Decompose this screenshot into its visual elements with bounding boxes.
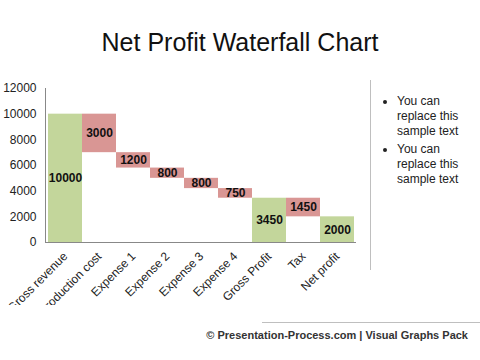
svg-text:Expense 2: Expense 2	[122, 249, 173, 300]
svg-text:12000: 12000	[3, 81, 37, 95]
svg-text:Gross Profit: Gross Profit	[220, 249, 275, 304]
svg-text:Tax: Tax	[285, 249, 308, 272]
svg-text:800: 800	[157, 166, 177, 180]
svg-text:3450: 3450	[256, 213, 283, 227]
svg-text:Expense 1: Expense 1	[88, 249, 139, 300]
svg-text:3000: 3000	[86, 126, 113, 140]
svg-text:800: 800	[191, 176, 211, 190]
svg-text:4000: 4000	[10, 184, 37, 198]
svg-text:1450: 1450	[290, 200, 317, 214]
svg-text:0: 0	[30, 235, 37, 249]
svg-text:10000: 10000	[49, 171, 83, 185]
svg-text:2000: 2000	[324, 223, 351, 237]
svg-text:10000: 10000	[3, 107, 37, 121]
svg-text:750: 750	[225, 186, 245, 200]
svg-text:8000: 8000	[10, 133, 37, 147]
svg-text:6000: 6000	[10, 158, 37, 172]
html-text:© Presentation-Process.com | V: © Presentation-Process.com | Visual Grap…	[206, 329, 468, 341]
html-text:You can replace this sample te: You can replace this sample text	[397, 94, 459, 138]
svg-text:2000: 2000	[10, 210, 37, 224]
svg-text:1200: 1200	[120, 153, 147, 167]
html-text:Net Profit Waterfall Chart: Net Profit Waterfall Chart	[101, 28, 379, 56]
html-text:You can replace this sample te: You can replace this sample text	[397, 142, 459, 186]
svg-text:Net profit: Net profit	[298, 249, 343, 294]
svg-text:Expense 3: Expense 3	[156, 249, 207, 300]
svg-text:Expense 4: Expense 4	[190, 249, 241, 300]
